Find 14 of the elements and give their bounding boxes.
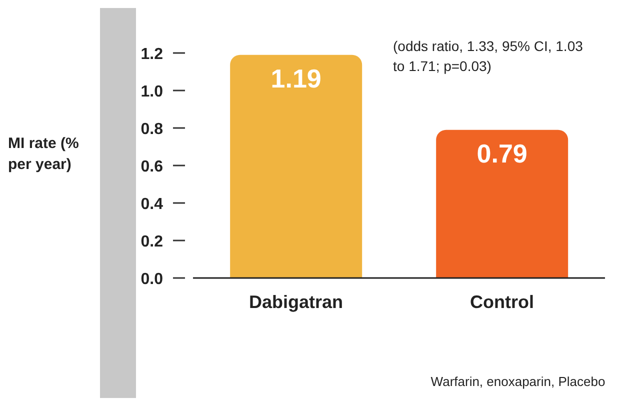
annotation: (odds ratio, 1.33, 95% CI, 1.03 to 1.71; p=0.03) <box>393 37 584 76</box>
y-tick-label: 0.2 <box>140 234 164 250</box>
y-tick-label: 1.2 <box>140 46 164 63</box>
text: Warfarin, enoxaparin, Placebo <box>430 374 606 390</box>
y-tick-label: 0.8 <box>140 121 164 138</box>
y-tick-label: 0.0 <box>140 271 164 288</box>
x-tick-label: Dabigatran <box>248 292 344 312</box>
y-tick-label: 0.6 <box>140 158 164 176</box>
data-label: 0.79 <box>476 138 528 168</box>
y-tick-label: 1.0 <box>140 84 164 100</box>
data-label: 1.19 <box>270 63 322 94</box>
y-tick-label: 0.4 <box>140 196 164 213</box>
y-axis-title: MI rate (% per year) <box>8 134 80 175</box>
x-tick-label: Control <box>470 292 534 312</box>
